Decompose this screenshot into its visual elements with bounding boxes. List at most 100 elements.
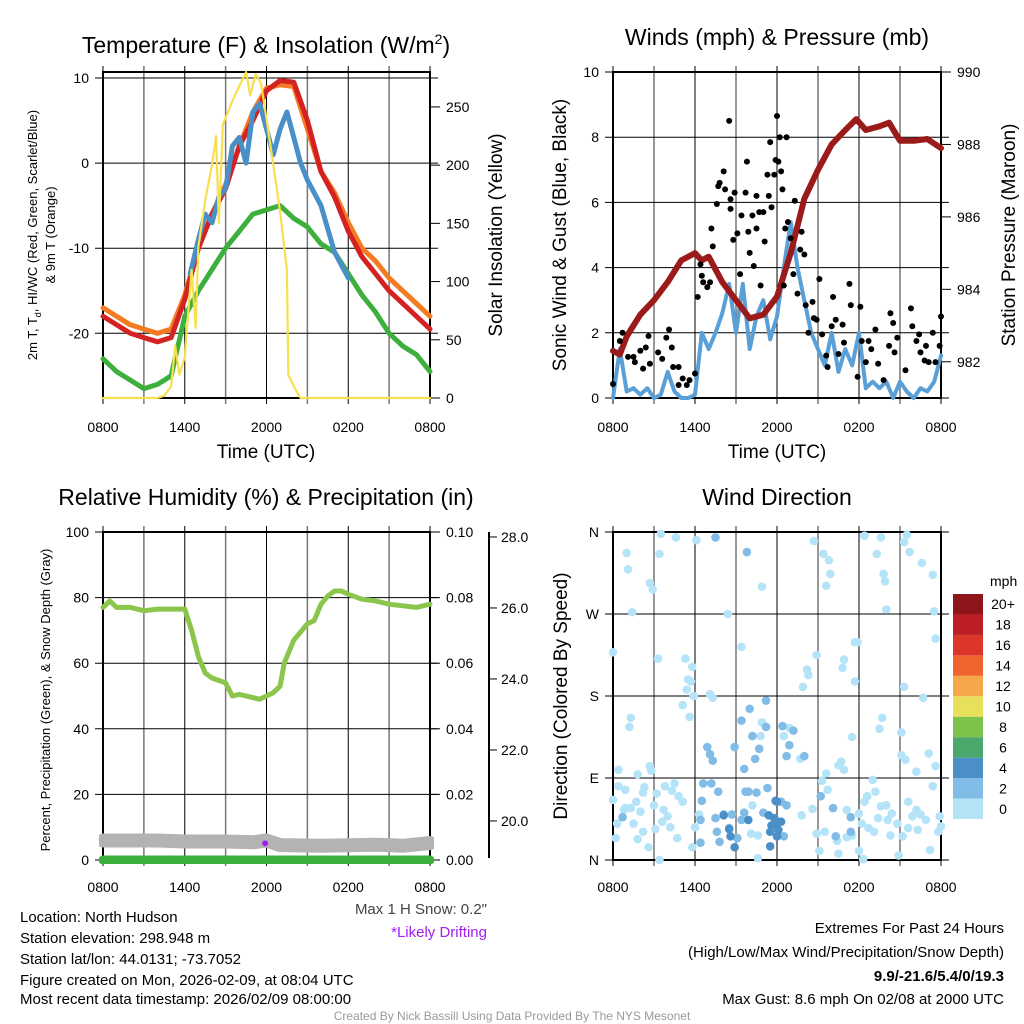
wind-direction-point — [671, 533, 681, 542]
gust-point — [616, 337, 623, 344]
wind-direction-point — [819, 549, 828, 559]
y-tick-label: 0 — [81, 155, 89, 171]
direction-ylabel: Direction (Colored By Speed) — [551, 572, 572, 819]
wind-direction-point — [685, 712, 694, 722]
colorbar-swatch — [953, 675, 983, 697]
wind-direction-point — [899, 537, 909, 547]
gust-point — [902, 367, 909, 374]
gust-point — [716, 179, 723, 186]
wind-direction-point — [692, 535, 701, 545]
wind-direction-point — [905, 547, 914, 557]
gust-point — [868, 346, 875, 353]
wind-direction-point — [737, 815, 746, 825]
wind-direction-point — [798, 682, 808, 692]
gust-point — [846, 280, 853, 287]
extremes-title: Extremes For Past 24 Hours — [815, 920, 1004, 937]
y-tick-label: -20 — [69, 325, 89, 341]
td-line — [100, 203, 433, 392]
x-tick-label: 2000 — [761, 879, 792, 895]
right-tick-label: 990 — [957, 64, 981, 80]
wind-direction-point — [812, 829, 821, 838]
wind-direction-point — [633, 834, 642, 844]
wind-direction-point — [649, 801, 659, 810]
gust-point — [697, 261, 704, 268]
gust-point — [761, 238, 768, 245]
wind-direction-point — [627, 607, 637, 617]
x-tick-label: 2000 — [761, 419, 792, 435]
y-tick-label: 6 — [591, 194, 599, 210]
wind-direction-point — [879, 569, 888, 579]
gust-point — [675, 381, 682, 388]
colorbar-label: 12 — [995, 678, 1011, 694]
y-tick-label: N — [589, 524, 599, 540]
wind-direction-point — [652, 789, 662, 798]
y-tick-label: S — [590, 688, 599, 704]
right-tick-label: 0.06 — [446, 655, 473, 671]
wind-direction-point — [672, 833, 682, 843]
wind-direction-point — [698, 779, 708, 788]
colorbar-swatch — [953, 696, 983, 717]
colorbar-label: 0 — [999, 801, 1007, 817]
wind-direction-point — [753, 853, 763, 863]
temperature-ylabel-line2: & 9m T (Orange) — [43, 186, 58, 283]
wind-direction-point — [703, 742, 712, 752]
solar-insolation-line — [101, 70, 432, 400]
gust-point — [722, 186, 729, 193]
right-tick-label: 50 — [446, 332, 462, 348]
temperature-ylabel: 2m T, Td, HI/WC (Red, Green, Scarlet/Blu… — [25, 110, 43, 360]
wind-direction-point — [883, 815, 892, 825]
wind-direction-point — [625, 722, 634, 732]
wind-direction-point — [903, 823, 913, 833]
wind-direction-point — [871, 787, 880, 796]
gust-point — [768, 204, 775, 211]
wind-direction-point — [887, 809, 897, 818]
wind-direction-point — [648, 585, 657, 594]
likely-drifting-label: *Likely Drifting — [391, 924, 487, 941]
wind-direction-point — [753, 831, 763, 840]
station-pressure-line — [610, 116, 944, 358]
colorbar-swatch — [953, 757, 983, 779]
wind-direction-point — [666, 822, 675, 832]
wind-direction-point — [816, 791, 826, 801]
wind-direction-point — [745, 704, 754, 714]
gust-point — [794, 290, 801, 297]
gust-point — [862, 359, 869, 366]
relative-humidity-line — [100, 588, 433, 702]
x-tick-label: 1400 — [679, 419, 710, 435]
wind-direction-point — [697, 796, 707, 806]
x-tick-label: 2000 — [251, 419, 282, 435]
gust-point — [774, 113, 780, 120]
y-tick-label: 60 — [73, 655, 89, 671]
y-tick-label: W — [586, 606, 600, 622]
wind-direction-point — [629, 819, 638, 828]
wind-direction-point — [660, 781, 670, 791]
gust-point — [668, 344, 675, 351]
y-tick-label: 40 — [73, 721, 89, 737]
wind-direction-point — [614, 765, 623, 775]
right-tick-label: 0.02 — [446, 786, 473, 802]
wind-direction-point — [657, 817, 667, 827]
gust-point — [776, 134, 783, 141]
wind-direction-point — [761, 722, 771, 732]
wind-direction-point — [746, 829, 756, 838]
wind-direction-point — [690, 822, 700, 832]
gust-point — [679, 375, 686, 382]
plot-area — [609, 530, 945, 864]
wind-direction-point — [609, 647, 618, 657]
y-tick-label: 10 — [73, 70, 89, 86]
snow-tick-label: 28.0 — [501, 529, 528, 545]
wind-direction-point — [776, 817, 786, 827]
colorbar-swatch — [953, 634, 983, 656]
wind-direction-point — [928, 570, 938, 580]
gust-point — [880, 377, 887, 384]
gust-point — [746, 249, 753, 256]
gust-point — [619, 329, 626, 336]
figure-created-text: Figure created on Mon, 2026-02-09, at 08… — [20, 972, 354, 989]
right-tick-label: 982 — [957, 354, 981, 370]
wind-direction-point — [696, 838, 705, 847]
gust-point — [704, 284, 711, 291]
gust-point — [778, 168, 785, 175]
right-tick-label: 0.10 — [446, 524, 473, 540]
wind-direction-point — [752, 788, 761, 797]
recent-data-text: Most recent data timestamp: 2026/02/09 0… — [20, 991, 351, 1008]
